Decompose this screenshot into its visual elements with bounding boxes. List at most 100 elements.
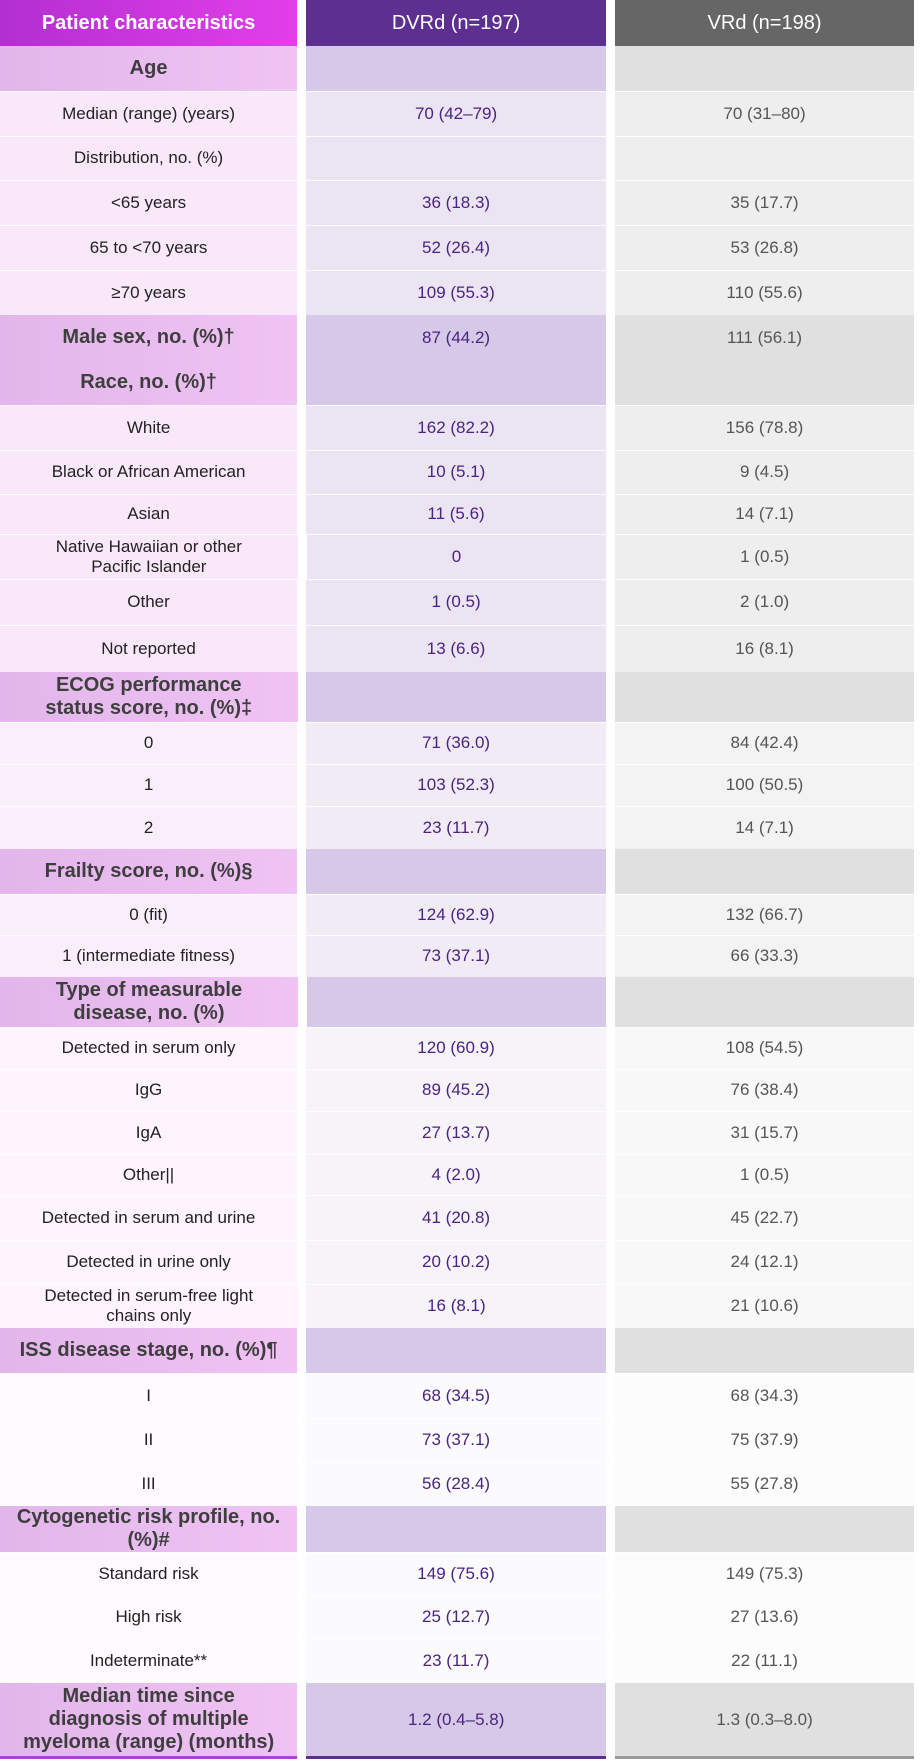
- vrd-value: 111 (56.1): [615, 315, 915, 360]
- row-label: ≥70 years: [0, 270, 298, 315]
- row-label: High risk: [0, 1595, 298, 1638]
- table-row: Indeterminate** 23 (11.7) 22 (11.1): [0, 1638, 923, 1683]
- header-patient-characteristics: Patient characteristics: [0, 0, 298, 46]
- section-race: Race, no. (%)†: [0, 360, 923, 405]
- row-label: Detected in urine only: [0, 1240, 298, 1284]
- vrd-value: 24 (12.1): [615, 1240, 915, 1284]
- table-row: Asian 11 (5.6) 14 (7.1): [0, 494, 923, 534]
- row-label: Detected in serum-free light chains only: [0, 1284, 298, 1328]
- dvrd-value: 56 (28.4): [306, 1462, 607, 1506]
- dvrd-value: 124 (62.9): [306, 894, 607, 935]
- table-row: Median (range) (years) 70 (42–79) 70 (31…: [0, 91, 923, 136]
- dvrd-value: 36 (18.3): [306, 180, 607, 225]
- row-label: Median (range) (years): [0, 91, 298, 136]
- dvrd-value: 1.2 (0.4–5.8): [306, 1683, 607, 1756]
- row-label: Median time since diagnosis of multiple …: [0, 1683, 298, 1756]
- vrd-value: 110 (55.6): [615, 270, 915, 315]
- table-row: Detected in serum and urine 41 (20.8) 45…: [0, 1195, 923, 1240]
- vrd-value: [615, 136, 915, 180]
- row-label: Cytogenetic risk profile, no. (%)#: [0, 1506, 298, 1552]
- section-measurable-disease: Type of measurable disease, no. (%): [0, 977, 923, 1027]
- dvrd-value: 71 (36.0): [306, 722, 607, 764]
- row-label: 0 (fit): [0, 894, 298, 935]
- dvrd-value: 162 (82.2): [306, 405, 607, 450]
- vrd-value: 132 (66.7): [615, 894, 915, 935]
- table-row: 2 23 (11.7) 14 (7.1): [0, 806, 923, 849]
- vrd-value: [615, 360, 915, 405]
- vrd-value: [615, 46, 915, 91]
- row-label: Age: [0, 46, 298, 91]
- row-label: Type of measurable disease, no. (%): [0, 977, 298, 1027]
- table-header: Patient characteristics DVRd (n=197) VRd…: [0, 0, 923, 46]
- header-vrd: VRd (n=198): [615, 0, 915, 46]
- table-row: Black or African American 10 (5.1) 9 (4.…: [0, 450, 923, 494]
- table-row: White 162 (82.2) 156 (78.8): [0, 405, 923, 450]
- dvrd-value: [306, 136, 607, 180]
- vrd-value: [615, 977, 915, 1027]
- dvrd-value: 68 (34.5): [306, 1373, 607, 1418]
- dvrd-value: [306, 1506, 607, 1552]
- vrd-value: 68 (34.3): [615, 1373, 915, 1418]
- vrd-value: 149 (75.3): [615, 1552, 915, 1595]
- row-label: 1: [0, 764, 298, 806]
- vrd-value: 35 (17.7): [615, 180, 915, 225]
- row-label: <65 years: [0, 180, 298, 225]
- dvrd-value: [306, 977, 607, 1027]
- row-label: Frailty score, no. (%)§: [0, 849, 298, 894]
- row-label: IgG: [0, 1069, 298, 1111]
- table-bottom-border: [0, 1756, 923, 1759]
- dvrd-value: 16 (8.1): [306, 1284, 607, 1328]
- row-label: Detected in serum only: [0, 1027, 298, 1069]
- section-ecog: ECOG performance status score, no. (%)‡: [0, 672, 923, 722]
- section-male-sex: Male sex, no. (%)† 87 (44.2) 111 (56.1): [0, 315, 923, 360]
- dvrd-value: [306, 672, 607, 722]
- row-label: III: [0, 1462, 298, 1506]
- table-row: ≥70 years 109 (55.3) 110 (55.6): [0, 270, 923, 315]
- vrd-value: 156 (78.8): [615, 405, 915, 450]
- dvrd-value: [306, 360, 607, 405]
- row-label: Race, no. (%)†: [0, 360, 298, 405]
- row-label: Male sex, no. (%)†: [0, 315, 298, 360]
- table-row: Distribution, no. (%): [0, 136, 923, 180]
- table-row: 0 (fit) 124 (62.9) 132 (66.7): [0, 894, 923, 935]
- row-label: Native Hawaiian or other Pacific Islande…: [0, 534, 298, 579]
- row-label: 2: [0, 806, 298, 849]
- vrd-value: [615, 1328, 915, 1373]
- table-row: 1 (intermediate fitness) 73 (37.1) 66 (3…: [0, 935, 923, 977]
- vrd-value: 70 (31–80): [615, 91, 915, 136]
- dvrd-value: 4 (2.0): [306, 1154, 607, 1195]
- dvrd-value: 0: [306, 534, 607, 579]
- row-label: II: [0, 1418, 298, 1462]
- dvrd-value: [306, 849, 607, 894]
- row-label: I: [0, 1373, 298, 1418]
- table-row: I 68 (34.5) 68 (34.3): [0, 1373, 923, 1418]
- section-age: Age: [0, 46, 923, 91]
- dvrd-value: 27 (13.7): [306, 1111, 607, 1154]
- table-row: IgG 89 (45.2) 76 (38.4): [0, 1069, 923, 1111]
- vrd-value: 66 (33.3): [615, 935, 915, 977]
- row-label: Distribution, no. (%): [0, 136, 298, 180]
- dvrd-value: 73 (37.1): [306, 935, 607, 977]
- row-label: 65 to <70 years: [0, 225, 298, 270]
- section-cytogenetic-risk: Cytogenetic risk profile, no. (%)#: [0, 1506, 923, 1552]
- dvrd-value: 23 (11.7): [306, 1638, 607, 1683]
- dvrd-value: [306, 46, 607, 91]
- table-row: Standard risk 149 (75.6) 149 (75.3): [0, 1552, 923, 1595]
- dvrd-value: 13 (6.6): [306, 625, 607, 672]
- table-row: Detected in urine only 20 (10.2) 24 (12.…: [0, 1240, 923, 1284]
- table-row: High risk 25 (12.7) 27 (13.6): [0, 1595, 923, 1638]
- vrd-value: 1 (0.5): [615, 1154, 915, 1195]
- dvrd-value: 120 (60.9): [306, 1027, 607, 1069]
- vrd-value: [615, 849, 915, 894]
- table-row: Detected in serum-free light chains only…: [0, 1284, 923, 1328]
- table-row: III 56 (28.4) 55 (27.8): [0, 1462, 923, 1506]
- header-dvrd: DVRd (n=197): [306, 0, 607, 46]
- table-row: 0 71 (36.0) 84 (42.4): [0, 722, 923, 764]
- vrd-value: 1 (0.5): [615, 534, 915, 579]
- row-label: 0: [0, 722, 298, 764]
- table-row: Other 1 (0.5) 2 (1.0): [0, 579, 923, 625]
- row-label: Asian: [0, 494, 298, 534]
- vrd-value: 22 (11.1): [615, 1638, 915, 1683]
- vrd-value: 55 (27.8): [615, 1462, 915, 1506]
